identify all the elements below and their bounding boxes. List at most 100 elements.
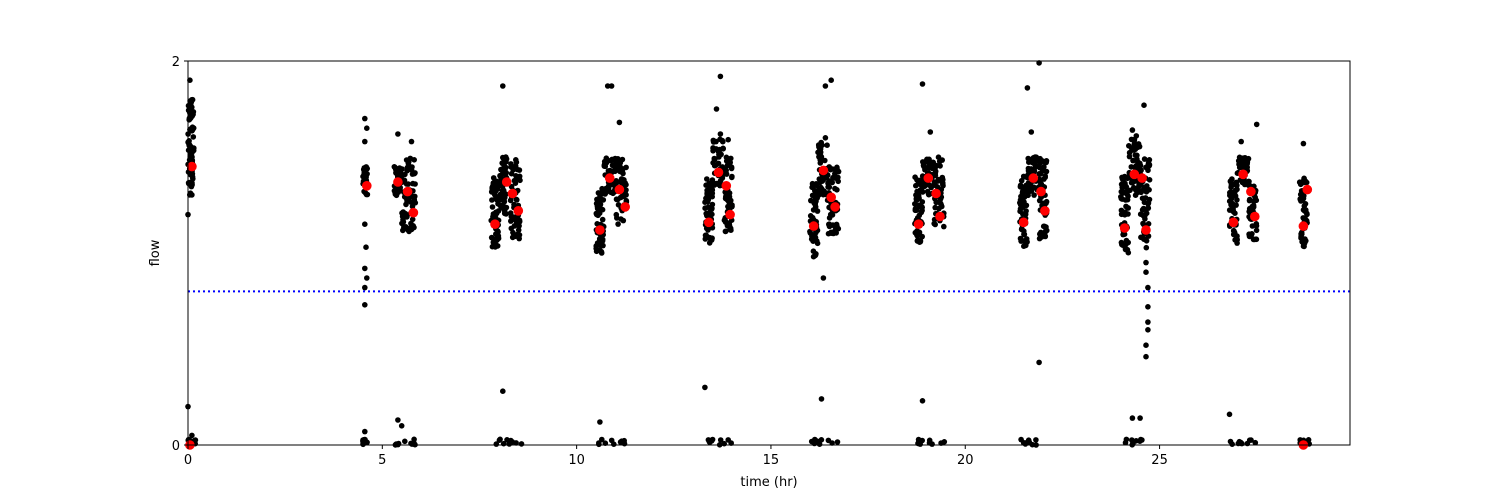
- mean-point: [513, 206, 524, 216]
- data-point: [1234, 186, 1240, 193]
- data-point: [409, 216, 416, 223]
- data-point: [819, 142, 825, 148]
- data-point: [1037, 171, 1044, 177]
- data-point: [498, 166, 504, 173]
- mean-point: [595, 225, 605, 235]
- data-point: [190, 134, 197, 140]
- y-tick-label: 2: [172, 55, 180, 70]
- data-point: [516, 223, 522, 229]
- data-point: [1253, 227, 1260, 234]
- data-point: [1301, 203, 1308, 209]
- data-point: [1128, 164, 1135, 170]
- data-point: [706, 180, 712, 186]
- mean-point: [620, 202, 630, 212]
- data-point: [1130, 147, 1136, 153]
- data-point: [1252, 439, 1259, 446]
- data-point: [403, 157, 410, 163]
- data-point: [820, 275, 827, 281]
- data-point: [1141, 199, 1148, 206]
- data-point: [594, 210, 601, 217]
- data-point: [1229, 441, 1235, 448]
- mean-point: [614, 184, 625, 195]
- data-point: [835, 168, 842, 175]
- data-point: [941, 439, 948, 445]
- mean-point: [1119, 223, 1130, 233]
- data-point: [705, 227, 711, 233]
- data-point: [364, 171, 370, 177]
- data-point: [826, 223, 833, 230]
- data-point: [189, 124, 196, 130]
- data-point: [828, 77, 834, 83]
- data-point: [717, 182, 723, 188]
- data-point: [1122, 197, 1129, 203]
- data-point: [1253, 121, 1260, 128]
- x-tick-label: 10: [568, 453, 585, 468]
- data-point: [1018, 436, 1024, 443]
- data-point: [1249, 223, 1256, 229]
- data-point: [512, 180, 519, 186]
- data-point: [824, 142, 830, 148]
- data-point: [402, 438, 408, 445]
- data-point: [185, 140, 192, 147]
- data-point: [830, 230, 837, 237]
- mean-point: [913, 219, 924, 229]
- data-point: [1131, 141, 1138, 148]
- data-point: [1302, 236, 1308, 242]
- data-point: [939, 157, 945, 163]
- data-point: [516, 167, 523, 173]
- x-tick-label: 5: [378, 453, 386, 468]
- data-point: [726, 193, 733, 200]
- data-point: [825, 437, 832, 444]
- data-point: [1143, 342, 1149, 349]
- data-point: [518, 441, 525, 447]
- data-point: [1146, 162, 1153, 169]
- data-point: [912, 201, 918, 207]
- data-point: [1253, 197, 1260, 204]
- mean-point: [187, 161, 197, 172]
- data-point: [825, 230, 832, 237]
- data-point: [493, 441, 500, 447]
- data-point: [492, 214, 499, 221]
- data-point: [1246, 197, 1253, 204]
- data-point: [914, 188, 920, 195]
- data-point: [399, 220, 405, 227]
- data-point: [709, 186, 715, 193]
- mean-point: [1137, 173, 1147, 183]
- data-point: [833, 221, 840, 228]
- data-point: [1042, 228, 1049, 235]
- data-point: [409, 164, 415, 170]
- data-point: [709, 193, 715, 200]
- data-point: [1250, 236, 1257, 243]
- data-point: [1031, 167, 1038, 174]
- mean-point: [402, 186, 413, 197]
- data-point: [940, 180, 946, 186]
- data-point: [822, 157, 828, 164]
- data-point: [500, 202, 506, 208]
- data-point: [1298, 231, 1304, 237]
- data-point: [1145, 327, 1151, 333]
- data-point: [704, 212, 710, 219]
- data-point: [826, 178, 832, 184]
- data-point: [1017, 184, 1024, 190]
- data-point: [488, 234, 495, 241]
- data-point: [186, 147, 193, 153]
- data-point: [919, 189, 926, 195]
- data-point: [1017, 208, 1023, 215]
- data-point: [931, 220, 937, 227]
- data-point: [362, 221, 368, 227]
- data-point: [726, 202, 733, 208]
- mean-point: [362, 181, 372, 191]
- data-point: [1018, 177, 1025, 184]
- data-point: [920, 159, 926, 165]
- data-point: [1018, 238, 1024, 244]
- data-point: [411, 157, 418, 163]
- mean-point: [507, 188, 518, 199]
- data-point: [595, 206, 601, 212]
- mean-point: [1302, 184, 1313, 195]
- data-point: [1234, 240, 1240, 246]
- data-point: [702, 205, 708, 211]
- mean-point: [935, 211, 945, 222]
- data-point: [185, 107, 192, 114]
- data-point: [490, 180, 497, 186]
- data-point: [1145, 319, 1151, 325]
